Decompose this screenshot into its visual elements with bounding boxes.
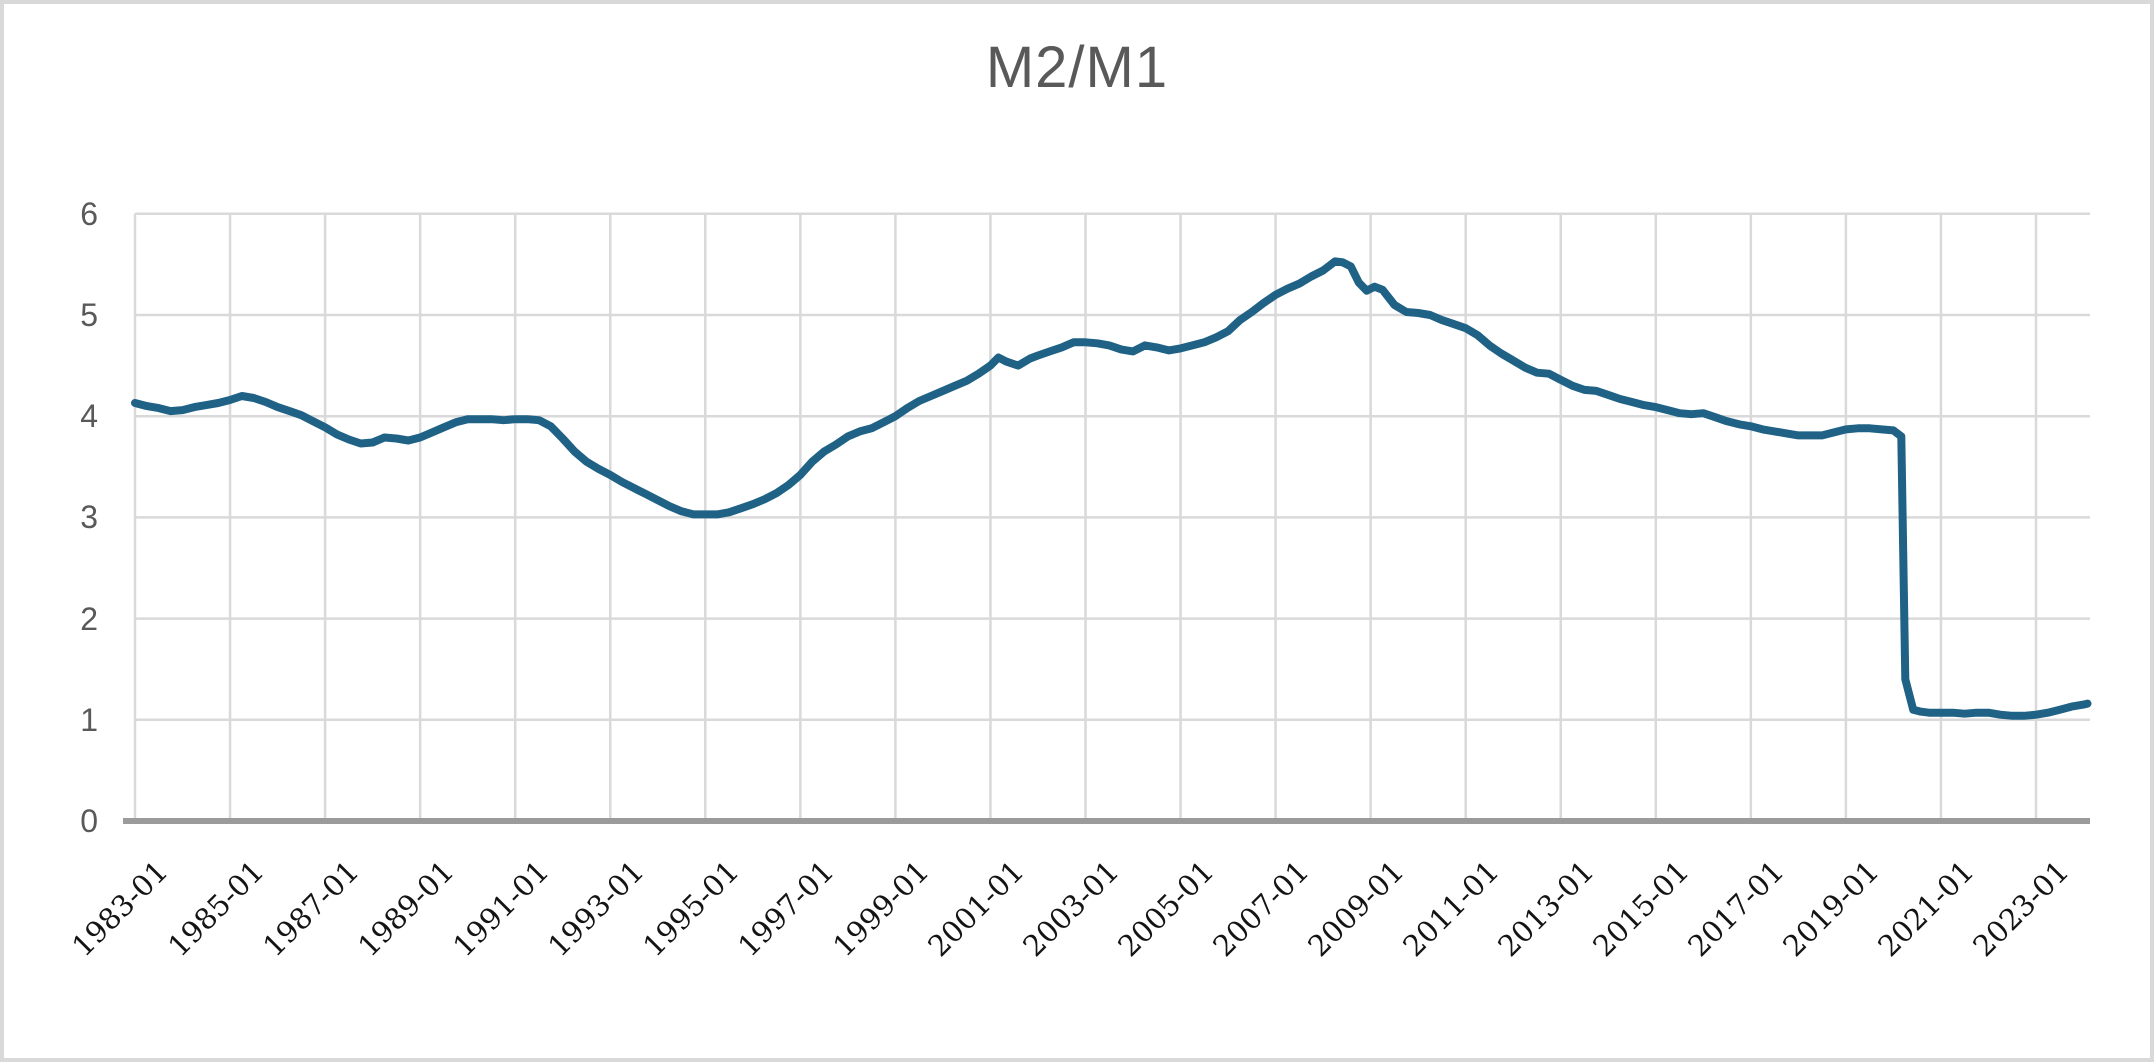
chart-title: M2/M1 [985,35,1169,100]
m2-m1-ratio-line [131,257,2092,720]
y-tick-label: 3 [80,499,98,536]
y-tick-label: 6 [80,195,98,232]
y-tick-label: 2 [80,600,98,637]
y-tick-label: 1 [80,701,98,738]
y-tick-label: 4 [80,398,98,435]
y-tick-label: 5 [80,297,98,333]
y-tick-label: 0 [80,803,98,839]
